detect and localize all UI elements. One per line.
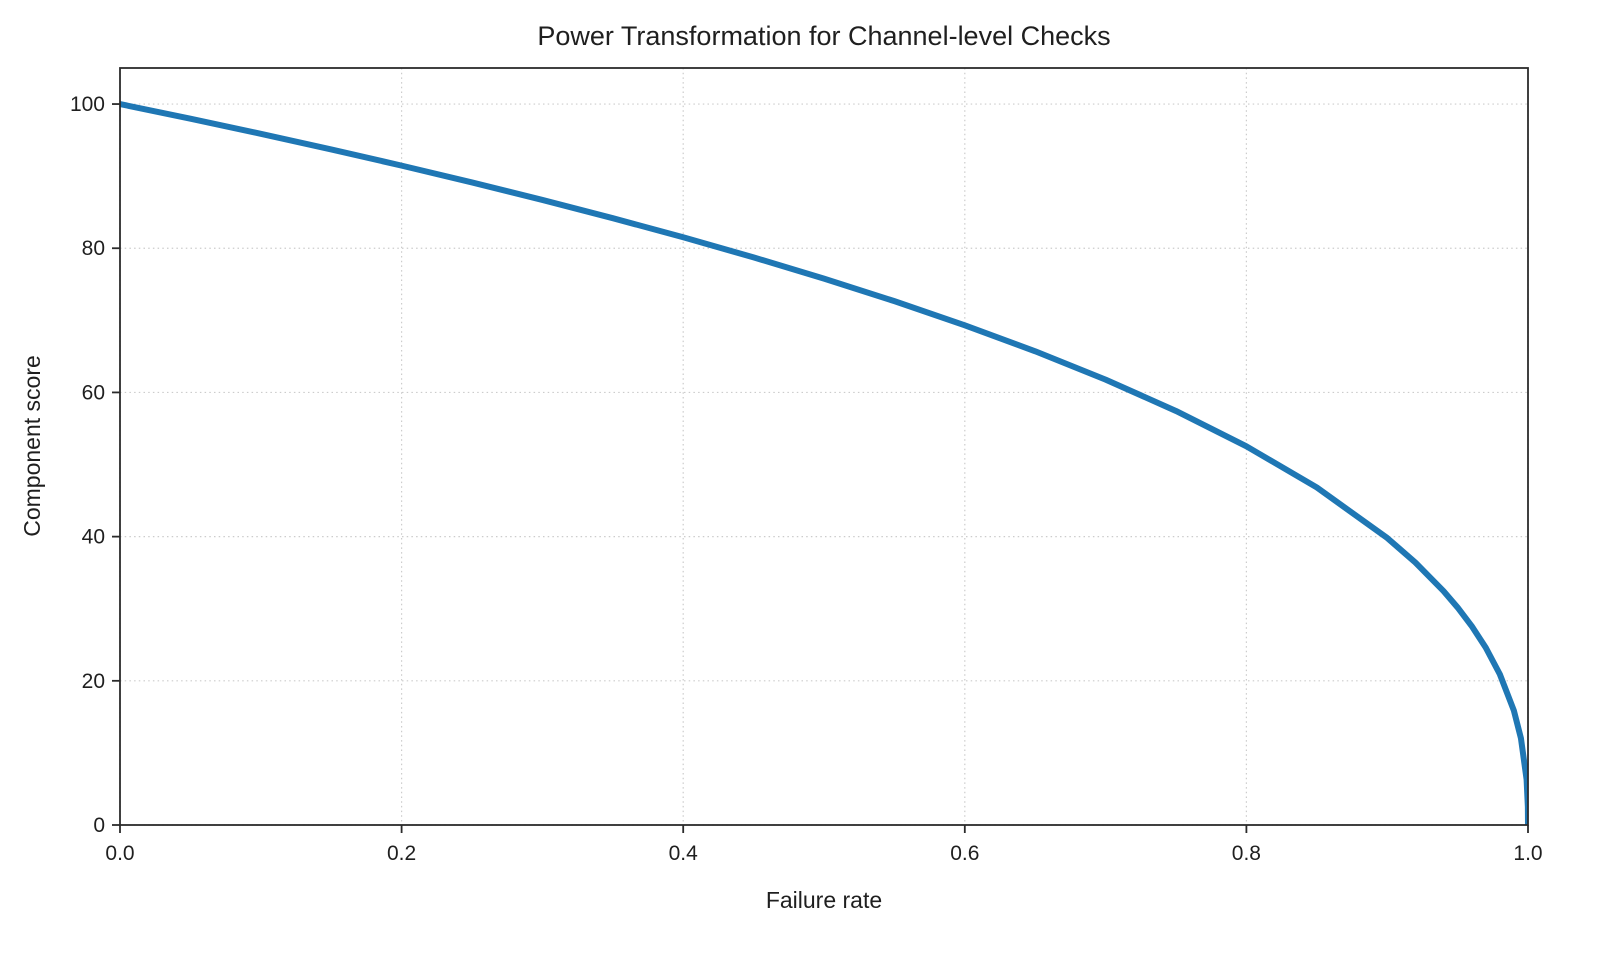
line-series <box>120 101 1528 825</box>
gridlines <box>119 68 1529 826</box>
x-tick-label: 0.8 <box>1232 842 1261 865</box>
y-axis-label: Component score <box>19 355 45 537</box>
x-tick-label: 0.6 <box>950 842 979 865</box>
x-tick-label: 0.4 <box>669 842 699 865</box>
axis-tick-labels: 0.0 0.2 0.4 0.6 0.8 1.0 0 20 40 60 80 100 <box>70 93 1543 865</box>
x-tick-label: 0.2 <box>387 842 416 865</box>
x-axis-label: Failure rate <box>766 887 882 913</box>
y-tick-label: 80 <box>82 237 105 260</box>
x-tick-label: 0.0 <box>105 842 134 865</box>
x-tick-label: 1.0 <box>1513 842 1542 865</box>
y-tick-label: 0 <box>93 814 105 837</box>
chart-title: Power Transformation for Channel-level C… <box>537 21 1110 51</box>
y-tick-label: 100 <box>70 93 105 116</box>
y-tick-label: 60 <box>82 381 105 404</box>
y-tick-label: 20 <box>82 670 105 693</box>
plot-border <box>119 67 1529 826</box>
y-tick-label: 40 <box>82 526 105 549</box>
axis-ticks <box>112 103 1529 833</box>
